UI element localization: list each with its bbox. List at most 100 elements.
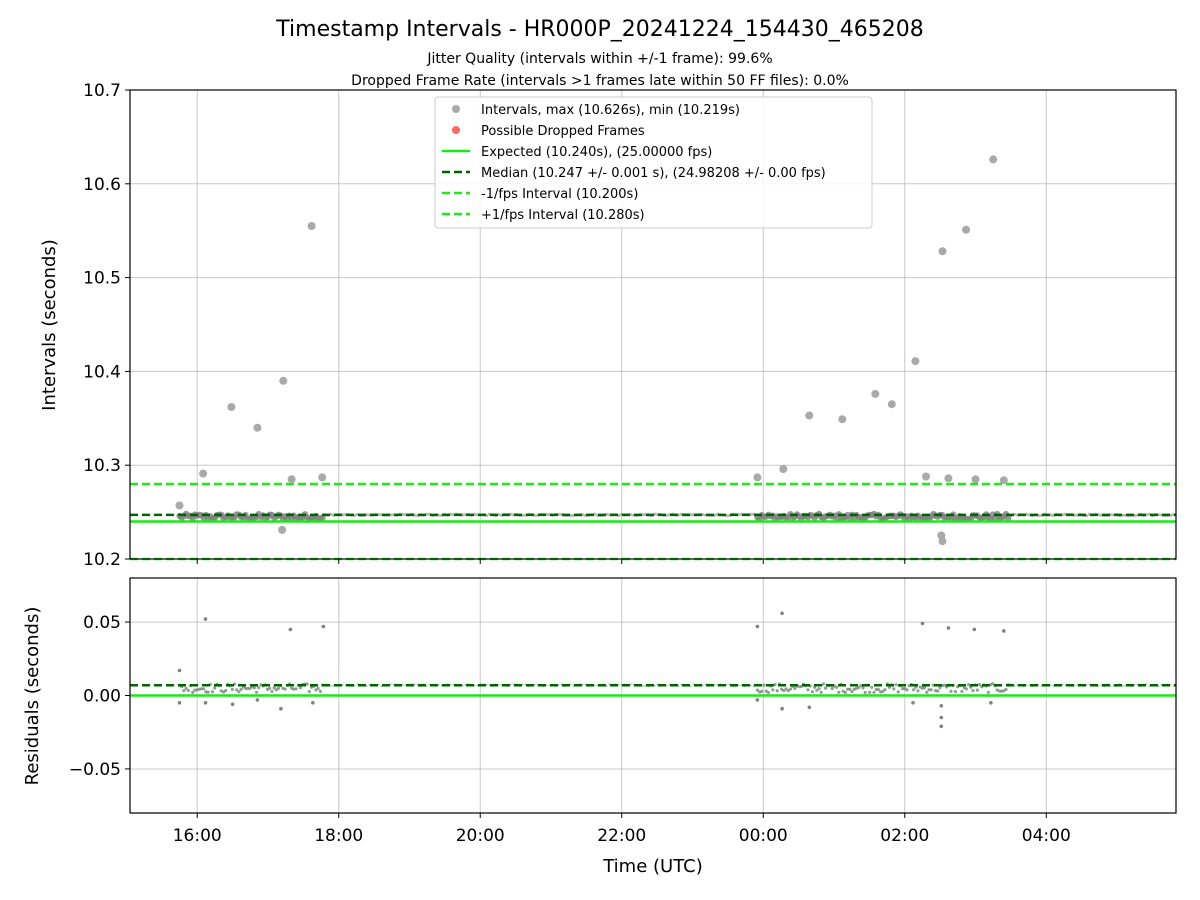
- residual-point: [810, 690, 815, 694]
- interval-outlier-point: [805, 411, 814, 420]
- residual-point: [389, 683, 392, 686]
- y-tick-label: 10.2: [83, 550, 121, 570]
- legend-expected-label: Expected (10.240s), (25.00000 fps): [481, 145, 712, 160]
- residual-outlier-point: [780, 611, 784, 616]
- residual-outlier-point: [807, 705, 812, 710]
- residual-point: [473, 684, 476, 687]
- residual-point: [824, 686, 828, 690]
- residual-point: [876, 688, 881, 692]
- residual-point: [775, 689, 779, 693]
- residual-point: [835, 685, 839, 690]
- residual-point: [830, 686, 834, 691]
- x-tick-label: 04:00: [1022, 826, 1071, 846]
- residual-point: [257, 686, 261, 690]
- residual-point: [545, 684, 548, 687]
- interval-outlier-point: [944, 474, 953, 483]
- residual-point: [641, 685, 644, 688]
- residual-outlier-point: [755, 698, 760, 702]
- residual-point: [870, 685, 874, 689]
- legend-plus-fps-label: +1/fps Interval (10.280s): [481, 208, 645, 223]
- interval-outlier-point: [999, 476, 1008, 485]
- residual-point: [401, 683, 404, 686]
- legend-minus-fps-label: -1/fps Interval (10.200s): [481, 187, 638, 202]
- residuals-ticks: 16:00 18:00 20:00 22:00 00:00 02:00 04:00 0.05 0…: [69, 613, 1071, 846]
- residual-point: [813, 685, 817, 689]
- residual-point: [942, 683, 947, 687]
- residual-point: [184, 686, 188, 690]
- residual-outlier-point: [780, 706, 784, 711]
- residuals-plot-frame: [129, 577, 1177, 814]
- residual-point: [314, 688, 318, 692]
- residual-point: [868, 690, 872, 695]
- residual-outlier-point: [989, 701, 993, 705]
- residual-point: [894, 683, 898, 687]
- residual-outlier-point: [230, 702, 235, 707]
- residual-point: [991, 682, 995, 686]
- intervals-plot-frame: [129, 89, 1177, 560]
- residual-outlier-point: [255, 698, 260, 702]
- residual-point: [975, 688, 980, 692]
- interval-outlier-point: [922, 472, 930, 481]
- chart-subtitle-jitter: Jitter Quality (intervals within +/-1 fr…: [426, 51, 772, 67]
- residual-point: [760, 689, 764, 693]
- legend-intervals-label: Intervals, max (10.626s), min (10.219s): [481, 103, 740, 118]
- residual-point: [819, 690, 823, 694]
- y-tick-label: 10.4: [83, 362, 121, 382]
- residuals-points: [177, 611, 1175, 729]
- residual-point: [863, 690, 867, 695]
- residual-point: [883, 688, 887, 692]
- intervals-y-axis-label: Intervals (seconds): [39, 239, 60, 411]
- residual-point: [953, 690, 958, 694]
- residual-point: [837, 690, 841, 694]
- residual-point: [461, 684, 464, 687]
- residual-point: [737, 684, 740, 687]
- residual-point: [521, 683, 524, 686]
- residual-point: [701, 684, 704, 687]
- residual-point: [766, 690, 771, 695]
- residual-point: [784, 687, 788, 691]
- residual-point: [617, 683, 620, 686]
- residual-point: [276, 686, 281, 691]
- interval-outlier-point: [938, 247, 947, 256]
- residual-point: [497, 683, 500, 686]
- residual-point: [896, 690, 900, 694]
- residual-point: [425, 685, 428, 687]
- residual-point: [929, 688, 933, 692]
- residual-point: [755, 688, 760, 692]
- residual-point: [872, 690, 876, 694]
- residual-point: [815, 688, 819, 692]
- residual-point: [846, 687, 850, 691]
- interval-outlier-point: [887, 400, 896, 409]
- residual-point: [305, 682, 309, 686]
- residual-point: [782, 689, 786, 693]
- residual-point: [270, 689, 274, 693]
- y-tick-label: 0.05: [83, 613, 121, 633]
- residual-point: [978, 683, 982, 687]
- residual-outlier-point: [939, 715, 944, 720]
- residual-point: [936, 689, 940, 693]
- residual-point: [786, 689, 790, 693]
- interval-outlier-point: [971, 475, 980, 484]
- residual-point: [689, 685, 692, 688]
- residual-point: [821, 682, 826, 686]
- residual-point: [762, 683, 766, 687]
- residual-point: [213, 686, 217, 690]
- interval-outlier-point: [287, 475, 296, 484]
- residual-point: [298, 686, 303, 690]
- x-tick-label: 22:00: [597, 826, 646, 846]
- residual-outlier-point: [177, 701, 182, 705]
- residual-point: [353, 684, 356, 687]
- residual-point: [237, 690, 241, 694]
- residual-point: [235, 688, 239, 692]
- residual-outlier-point: [321, 624, 326, 629]
- residual-point: [914, 685, 918, 689]
- intervals-plot: 10.2 10.3 10.4 10.5 10.6 10.7 Intervals (seco…: [39, 81, 1177, 570]
- residual-point: [806, 688, 810, 692]
- y-tick-label: 10.3: [83, 456, 121, 476]
- residual-point: [986, 690, 991, 695]
- interval-outlier-point: [199, 469, 208, 478]
- residual-point: [967, 683, 971, 687]
- residual-point: [861, 686, 865, 690]
- residual-outlier-point: [203, 701, 208, 705]
- y-tick-label: −0.05: [69, 760, 121, 780]
